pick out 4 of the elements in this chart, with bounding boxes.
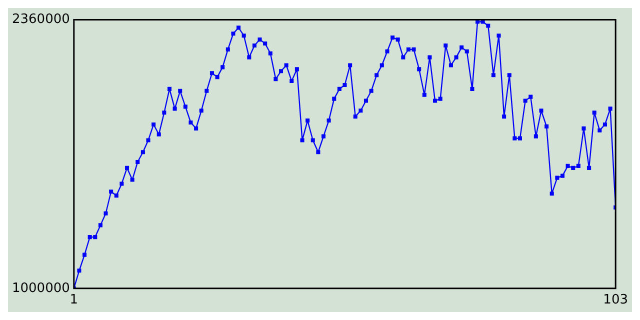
y-tick-label: 1000000: [12, 280, 70, 296]
x-tick-label: 1: [70, 292, 78, 308]
y-tick-label: 2360000: [12, 12, 70, 28]
x-tick-label: 103: [603, 292, 628, 308]
